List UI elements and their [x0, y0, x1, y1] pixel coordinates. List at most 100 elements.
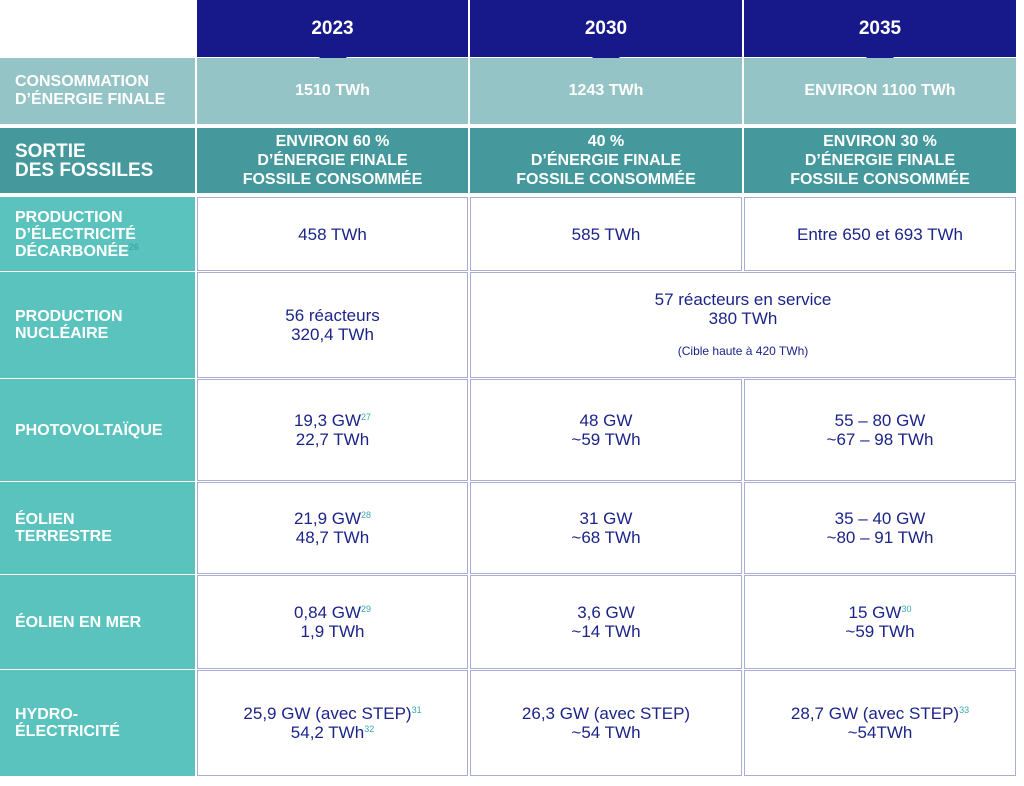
- text-line: ÉOLIEN: [15, 511, 75, 528]
- cell: 3,6 GW ~14 TWh: [470, 575, 742, 669]
- text-line: 1,9 TWh: [300, 622, 365, 641]
- text-line: 1510 TWh: [295, 82, 370, 99]
- text-line: 15 GW30: [848, 603, 912, 622]
- footnote-ref: 33: [959, 705, 970, 715]
- text-line: 19,3 GW27: [293, 411, 372, 430]
- text-line: FOSSILE CONSOMMÉE: [790, 171, 970, 188]
- text-line: ENVIRON 60 %: [275, 133, 390, 150]
- cell: 56 réacteurs 320,4 TWh: [197, 272, 468, 378]
- cell: 15 GW30 ~59 TWh: [744, 575, 1016, 669]
- footnote-ref: 29: [361, 604, 372, 614]
- text-line: 3,6 GW: [577, 603, 635, 622]
- footnote-ref: 30: [901, 604, 912, 614]
- text-line: 57 réacteurs en service: [654, 289, 832, 309]
- text-line: 56 réacteurs: [285, 306, 380, 325]
- cell: 25,9 GW (avec STEP)31 54,2 TWh32: [197, 670, 468, 776]
- text-line: 25,9 GW (avec STEP)31: [243, 704, 422, 723]
- cell: 1243 TWh: [470, 58, 742, 124]
- text-line: ÉLECTRICITÉ: [15, 723, 120, 740]
- text-line: 31 GW: [579, 509, 633, 528]
- text-line: 40 %: [587, 133, 625, 150]
- text-line: ~54TWh: [847, 723, 913, 742]
- text-line: 35 – 40 GW: [834, 509, 926, 528]
- text-line: 28,7 GW (avec STEP)33: [790, 704, 970, 723]
- cell: 458 TWh: [197, 197, 468, 271]
- column-header: 2035: [744, 0, 1016, 57]
- cell: Entre 650 et 693 TWh: [744, 197, 1016, 271]
- text-line: D’ÉLECTRICITÉ: [15, 225, 136, 243]
- text-line: 458 TWh: [298, 224, 367, 244]
- row-label: ÉOLIEN EN MER: [0, 575, 195, 669]
- text-line: ~68 TWh: [571, 528, 641, 547]
- text-line: ~14 TWh: [571, 622, 641, 641]
- text-line: CONSOMMATION: [15, 73, 149, 90]
- text-line: 21,9 GW28: [293, 509, 372, 528]
- cell: 55 – 80 GW ~67 – 98 TWh: [744, 379, 1016, 481]
- cell: 28,7 GW (avec STEP)33 ~54TWh: [744, 670, 1016, 776]
- cell: ENVIRON 60 % D’ÉNERGIE FINALE FOSSILE CONS…: [197, 128, 468, 193]
- text-line: ~54 TWh: [571, 723, 641, 742]
- text-line: D’ÉNERGIE FINALE: [15, 91, 166, 108]
- row-label: CONSOMMATION D’ÉNERGIE FINALE: [0, 58, 195, 124]
- cell: 0,84 GW29 1,9 TWh: [197, 575, 468, 669]
- text-line: NUCLÉAIRE: [15, 325, 109, 342]
- row-label: HYDRO- ÉLECTRICITÉ: [0, 670, 195, 776]
- text-line: DES FOSSILES: [15, 159, 154, 181]
- text-line: ~67 – 98 TWh: [826, 430, 934, 449]
- text-line: DÉCARBONÉE26: [15, 241, 139, 260]
- text-line: 48 GW: [579, 411, 633, 430]
- row-label: PRODUCTION NUCLÉAIRE: [0, 272, 195, 378]
- text-line: 26,3 GW (avec STEP): [521, 704, 691, 723]
- footnote-ref: 31: [411, 705, 422, 715]
- text-line: ~59 TWh: [571, 430, 641, 449]
- row-label: PHOTOVOLTAÏQUE: [0, 379, 195, 481]
- text-line: PHOTOVOLTAÏQUE: [15, 421, 163, 439]
- text-line: SORTIE: [15, 140, 86, 162]
- text-line: FOSSILE CONSOMMÉE: [516, 171, 696, 188]
- text-line: 48,7 TWh: [295, 528, 370, 547]
- text-line: ENVIRON 1100 TWh: [804, 82, 956, 99]
- cell: 585 TWh: [470, 197, 742, 271]
- cell: 19,3 GW27 22,7 TWh: [197, 379, 468, 481]
- footnote-ref: 27: [361, 412, 372, 422]
- text-line: TERRESTRE: [15, 528, 112, 545]
- footnote-ref: 32: [364, 724, 375, 734]
- cell: 31 GW ~68 TWh: [470, 482, 742, 574]
- row-label: SORTIE DES FOSSILES: [0, 128, 195, 193]
- cell: ENVIRON 30 % D’ÉNERGIE FINALE FOSSILE CONS…: [744, 128, 1016, 193]
- text-line: 0,84 GW29: [293, 603, 372, 622]
- cell: 1510 TWh: [197, 58, 468, 124]
- row-label: PRODUCTION D’ÉLECTRICITÉ DÉCARBONÉE26: [0, 197, 195, 271]
- text-line: ÉOLIEN EN MER: [15, 613, 142, 631]
- text-line: Entre 650 et 693 TWh: [796, 224, 963, 244]
- text-line: 54,2 TWh32: [290, 723, 375, 742]
- text-line: 55 – 80 GW: [834, 411, 926, 430]
- text-line: 585 TWh: [571, 224, 641, 244]
- cell: 26,3 GW (avec STEP) ~54 TWh: [470, 670, 742, 776]
- text-line: ENVIRON 30 %: [823, 133, 937, 150]
- text-line: HYDRO-: [15, 706, 79, 723]
- text-line: PRODUCTION: [15, 308, 123, 325]
- cell: 40 % D’ÉNERGIE FINALE FOSSILE CONSOMMÉE: [470, 128, 742, 193]
- cell: ENVIRON 1100 TWh: [744, 58, 1016, 124]
- footnote-ref: 28: [361, 510, 372, 520]
- text-line: ~59 TWh: [845, 622, 915, 641]
- row-label: ÉOLIEN TERRESTRE: [0, 482, 195, 574]
- text-line: 380 TWh: [708, 308, 778, 328]
- cell: 57 réacteurs en service 380 TWh (Cible hau…: [470, 272, 1016, 378]
- text-line: D’ÉNERGIE FINALE: [530, 152, 682, 169]
- cell: 35 – 40 GW ~80 – 91 TWh: [744, 482, 1016, 574]
- text-line: FOSSILE CONSOMMÉE: [242, 171, 423, 188]
- text-line: 1243 TWh: [568, 82, 644, 99]
- text-line: D’ÉNERGIE FINALE: [257, 152, 408, 169]
- footnote-ref: 26: [128, 241, 139, 252]
- text-line: PRODUCTION: [15, 208, 123, 226]
- text-line: D’ÉNERGIE FINALE: [804, 152, 956, 169]
- column-header: 2023: [197, 0, 468, 57]
- text-line: ~80 – 91 TWh: [826, 528, 934, 547]
- column-header: 2030: [470, 0, 742, 57]
- cell: 21,9 GW28 48,7 TWh: [197, 482, 468, 574]
- text-line: 320,4 TWh: [291, 325, 374, 344]
- cell-note: (Cible haute à 420 TWh): [677, 343, 809, 358]
